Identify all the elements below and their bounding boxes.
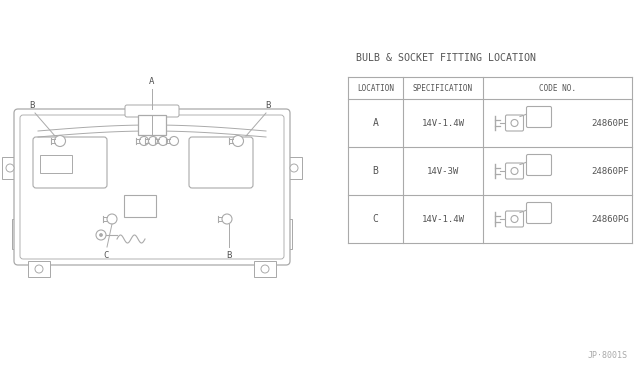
Circle shape bbox=[232, 135, 243, 147]
Circle shape bbox=[107, 214, 117, 224]
Text: C: C bbox=[103, 251, 109, 260]
Bar bbox=[138, 115, 166, 135]
Circle shape bbox=[170, 137, 179, 145]
Text: JP·8001S: JP·8001S bbox=[588, 351, 628, 360]
Circle shape bbox=[290, 164, 298, 172]
Text: 24860PE: 24860PE bbox=[591, 119, 629, 128]
Bar bbox=[12, 219, 18, 249]
FancyBboxPatch shape bbox=[506, 115, 524, 131]
Text: BULB & SOCKET FITTING LOCATION: BULB & SOCKET FITTING LOCATION bbox=[356, 53, 536, 63]
Bar bbox=[286, 219, 292, 249]
Text: 14V-3W: 14V-3W bbox=[427, 167, 459, 176]
Text: 14V-1.4W: 14V-1.4W bbox=[422, 215, 465, 224]
Circle shape bbox=[159, 137, 168, 145]
Text: C: C bbox=[372, 214, 378, 224]
Circle shape bbox=[148, 137, 157, 145]
Text: A: A bbox=[372, 118, 378, 128]
Bar bbox=[2, 157, 18, 179]
Text: CODE NO.: CODE NO. bbox=[539, 83, 576, 93]
Text: B: B bbox=[372, 166, 378, 176]
Text: 24860PG: 24860PG bbox=[591, 215, 629, 224]
Circle shape bbox=[54, 135, 65, 147]
Bar bbox=[124, 195, 156, 217]
Bar bbox=[254, 261, 276, 277]
Bar bbox=[28, 261, 50, 277]
FancyBboxPatch shape bbox=[527, 202, 552, 224]
Text: 14V-1.4W: 14V-1.4W bbox=[422, 119, 465, 128]
Bar bbox=[40, 155, 72, 173]
FancyBboxPatch shape bbox=[506, 211, 524, 227]
FancyBboxPatch shape bbox=[506, 163, 524, 179]
Circle shape bbox=[261, 265, 269, 273]
Circle shape bbox=[6, 164, 14, 172]
Text: LOCATION: LOCATION bbox=[357, 83, 394, 93]
Text: B: B bbox=[29, 101, 35, 110]
Circle shape bbox=[35, 265, 43, 273]
Text: B: B bbox=[266, 101, 271, 110]
Circle shape bbox=[99, 234, 102, 237]
Circle shape bbox=[222, 214, 232, 224]
FancyBboxPatch shape bbox=[125, 105, 179, 117]
Text: B: B bbox=[227, 251, 232, 260]
Text: 24860PF: 24860PF bbox=[591, 167, 629, 176]
FancyBboxPatch shape bbox=[14, 109, 290, 265]
Text: A: A bbox=[149, 77, 155, 86]
FancyBboxPatch shape bbox=[527, 154, 552, 176]
Text: SPECIFICATION: SPECIFICATION bbox=[413, 83, 473, 93]
Circle shape bbox=[96, 230, 106, 240]
Circle shape bbox=[140, 137, 148, 145]
Bar bbox=[286, 157, 302, 179]
FancyBboxPatch shape bbox=[527, 106, 552, 128]
